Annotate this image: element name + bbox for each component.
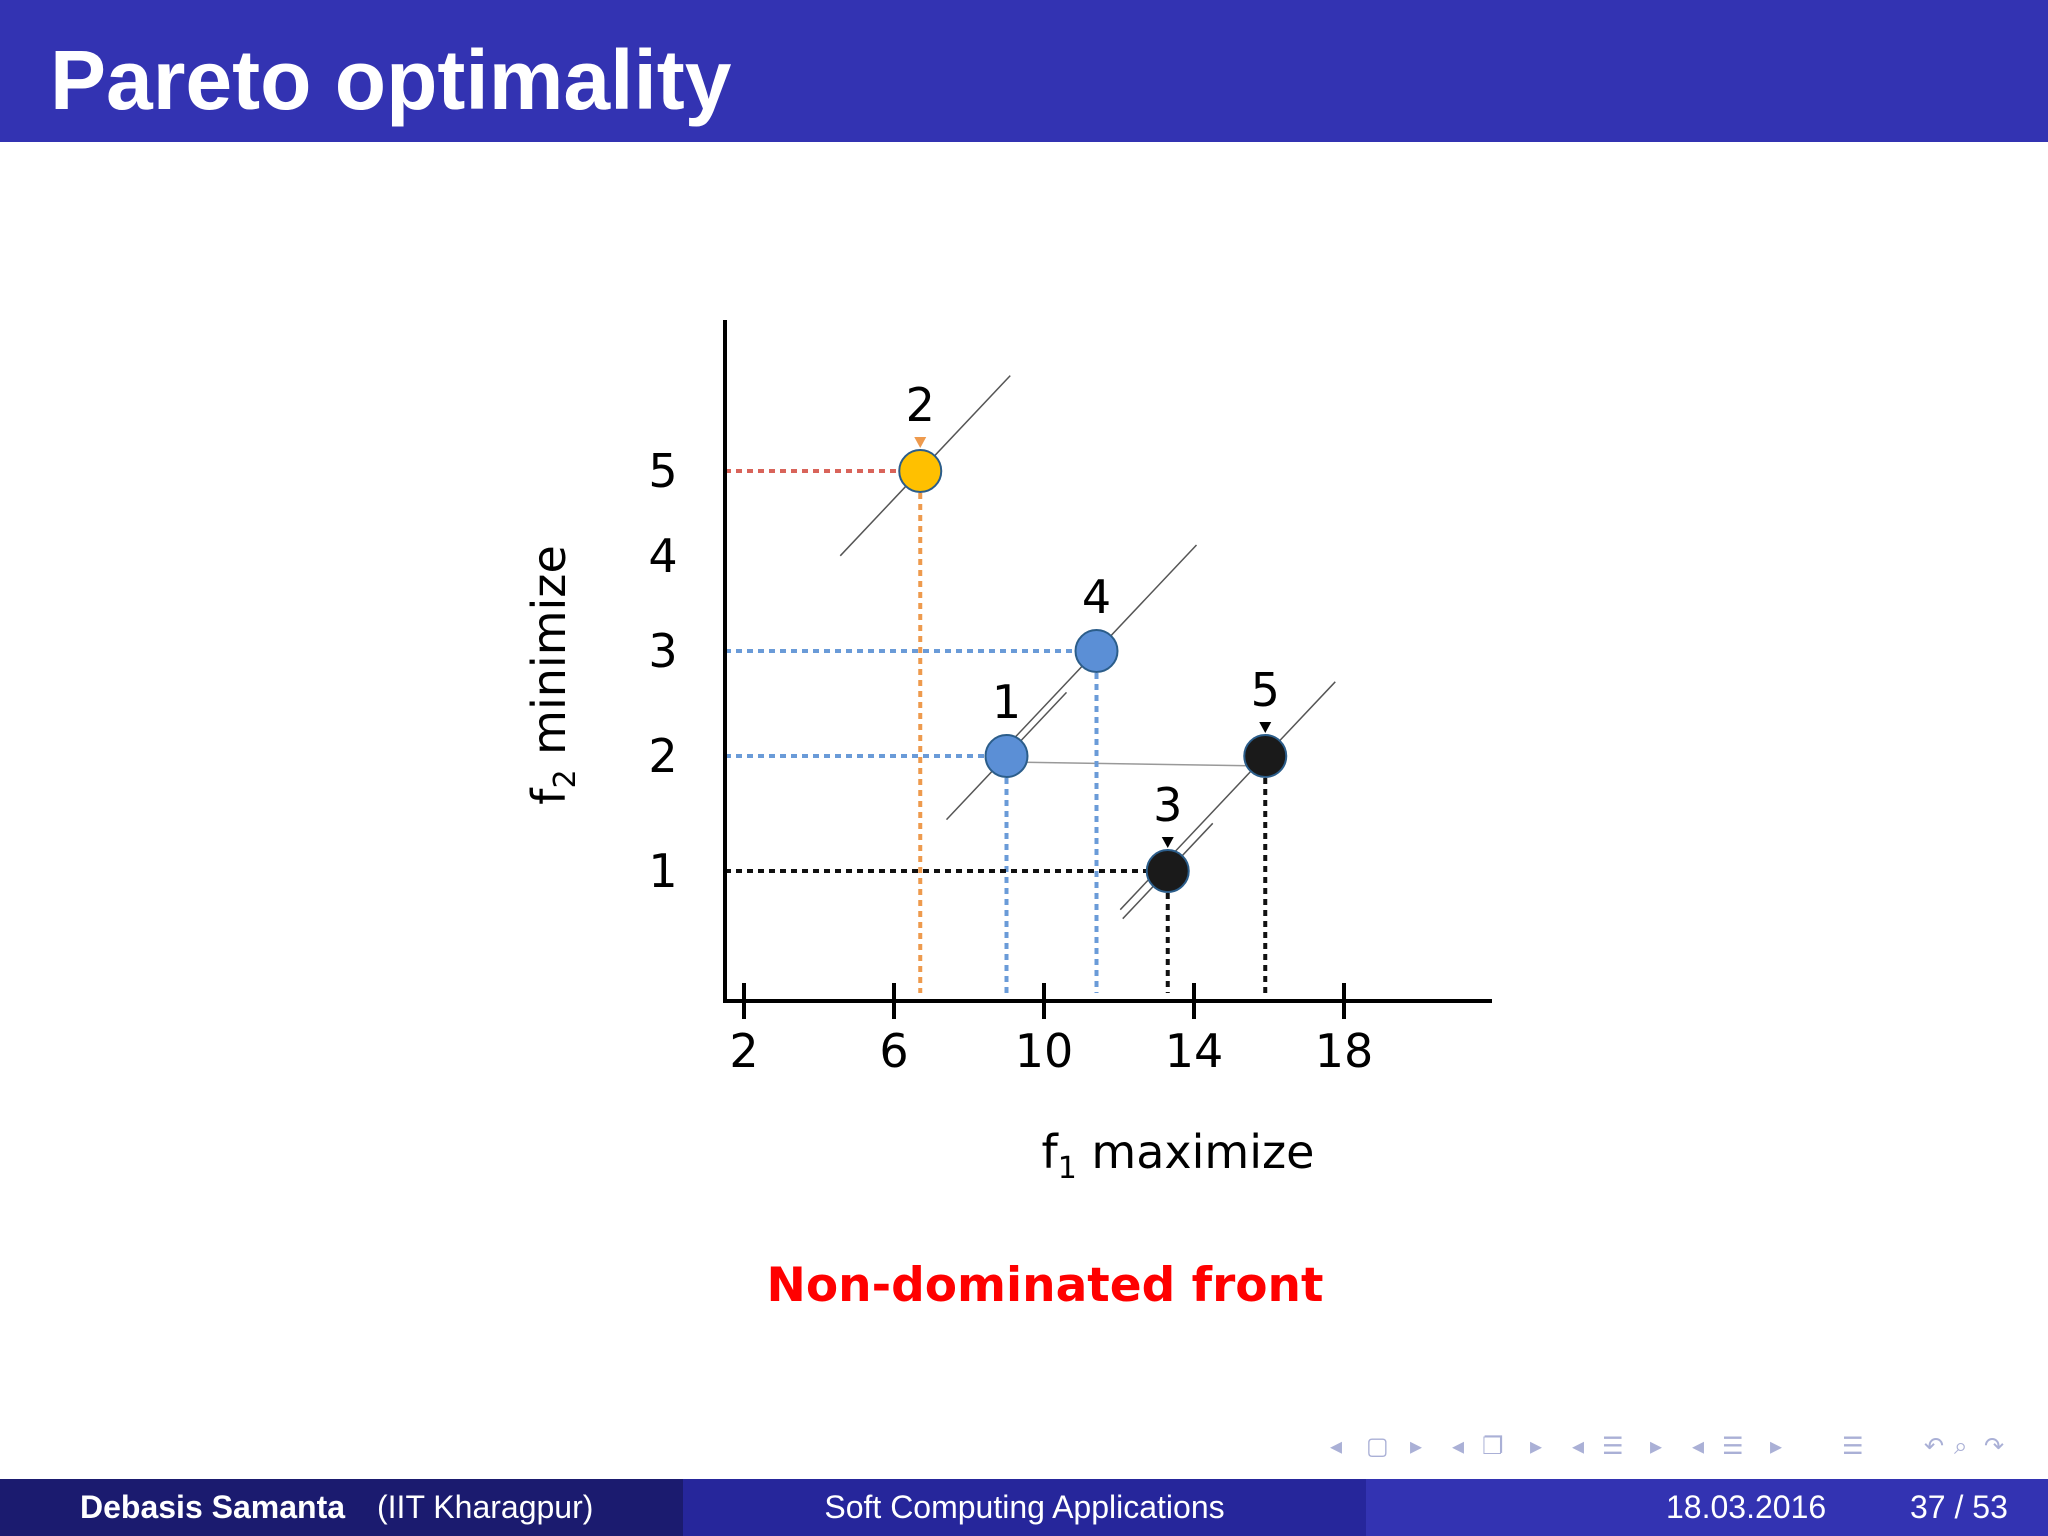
nav-forward-icon[interactable]: ↷ <box>1984 1432 2005 1460</box>
chart-caption: Non-dominated front <box>766 1258 1324 1313</box>
footer: Debasis Samanta (IIT Kharagpur) Soft Com… <box>0 1479 2048 1536</box>
nav-frame-icon[interactable]: ▢ <box>1366 1432 1389 1460</box>
nav-back-icon[interactable]: ↶ <box>1924 1432 1945 1460</box>
nav-section-icon[interactable]: ☰ <box>1602 1432 1624 1460</box>
beamer-nav-bar: ◂ ▢ ▸ ◂ ❐ ▸ ◂ ☰ ▸ ◂ ☰ ▸ ☰ ↶ ⌕ ↷ <box>1330 1432 2030 1468</box>
footer-course: Soft Computing Applications <box>683 1479 1366 1536</box>
nav-prev-doc-icon[interactable]: ◂ <box>1692 1432 1705 1460</box>
nav-list-icon[interactable]: ☰ <box>1842 1432 1864 1460</box>
y-tick-label: 2 <box>648 729 677 783</box>
y-axis-label-rest: minimize <box>522 545 576 769</box>
slide-header: Pareto optimality <box>0 0 2048 142</box>
point-label: 2 <box>906 378 935 432</box>
footer-date-section: 18.03.2016 37 / 53 <box>1366 1479 2048 1536</box>
point-label: 4 <box>1082 570 1111 624</box>
x-tick-label: 2 <box>729 1024 758 1078</box>
nav-prev-frame-icon[interactable]: ◂ <box>1330 1432 1343 1460</box>
nav-next-doc-icon[interactable]: ▸ <box>1770 1432 1783 1460</box>
data-point <box>984 734 1029 778</box>
data-point <box>898 449 943 493</box>
slide-title: Pareto optimality <box>50 33 732 127</box>
connector-line <box>1006 761 1266 767</box>
guide-lines <box>725 375 1336 993</box>
nav-subsection-icon[interactable]: ❐ <box>1482 1432 1504 1460</box>
y-axis-label-sub: 2 <box>548 769 583 788</box>
y-axis-label: f2 minimize <box>522 545 583 804</box>
data-point <box>1145 849 1190 893</box>
nav-prev-subsection-icon[interactable]: ◂ <box>1452 1432 1465 1460</box>
y-axis-label-f: f <box>522 787 576 805</box>
nav-prev-section-icon[interactable]: ◂ <box>1572 1432 1585 1460</box>
footer-author: Debasis Samanta <box>80 1489 346 1525</box>
footer-author-section: Debasis Samanta (IIT Kharagpur) <box>0 1479 683 1536</box>
x-axis-label-sub: 1 <box>1058 1151 1077 1186</box>
point-label: 3 <box>1153 778 1182 832</box>
x-tick-label: 6 <box>879 1024 908 1078</box>
nav-next-subsection-icon[interactable]: ▸ <box>1530 1432 1543 1460</box>
data-point <box>1074 629 1119 673</box>
x-axis-label-rest: maximize <box>1077 1125 1315 1179</box>
nav-doc-icon[interactable]: ☰ <box>1722 1432 1744 1460</box>
footer-date: 18.03.2016 <box>1666 1489 1827 1525</box>
x-axis-label-f: f <box>1042 1125 1060 1179</box>
x-tick-label: 18 <box>1315 1024 1374 1078</box>
nav-next-frame-icon[interactable]: ▸ <box>1410 1432 1423 1460</box>
point-label: 1 <box>992 675 1021 729</box>
y-tick-label: 3 <box>648 624 677 678</box>
x-axis-label: f1 maximize <box>1042 1125 1315 1186</box>
points: 1 2 3 4 5 <box>898 378 1288 893</box>
x-tick-label: 14 <box>1165 1024 1224 1078</box>
axes <box>723 320 1492 1003</box>
point-arrow <box>1161 837 1174 848</box>
point-arrow <box>1259 722 1272 733</box>
point-label: 5 <box>1251 663 1280 717</box>
y-tick-label: 1 <box>648 844 677 898</box>
nav-next-section-icon[interactable]: ▸ <box>1650 1432 1663 1460</box>
y-tick-label: 4 <box>648 529 677 583</box>
x-tick-label: 10 <box>1015 1024 1074 1078</box>
point-arrow <box>914 437 927 448</box>
data-point <box>1243 734 1288 778</box>
footer-page-number: 37 / 53 <box>1910 1489 2008 1525</box>
nav-search-icon[interactable]: ⌕ <box>1954 1432 1968 1460</box>
y-tick-label: 5 <box>648 444 677 498</box>
footer-institution: (IIT Kharagpur) <box>377 1489 594 1525</box>
